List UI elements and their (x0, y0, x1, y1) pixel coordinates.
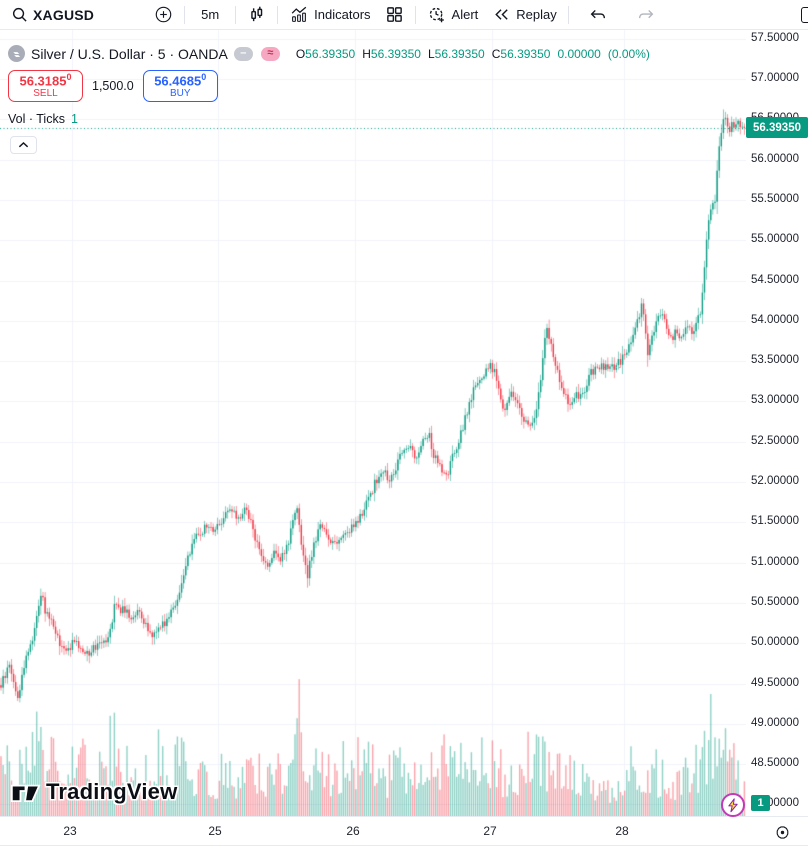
price-tick-label: 57.00000 (751, 72, 799, 84)
chart-style-button[interactable] (240, 2, 273, 28)
watermark-text: TradingView (46, 779, 178, 804)
tradingview-logo-icon (10, 784, 41, 803)
toolbar-divider (567, 5, 569, 24)
price-tick-label: 54.00000 (751, 313, 799, 326)
grid-icon (385, 5, 404, 24)
time-tick-label: 28 (615, 824, 629, 838)
toolbar-divider (184, 5, 186, 24)
buy-price: 56.4685 (154, 73, 202, 89)
chart-title[interactable]: Silver / U.S. Dollar · 5 · OANDA (31, 45, 228, 62)
alert-clock-icon (427, 5, 447, 25)
close-value: 56.39350 (500, 46, 551, 61)
toolbar-divider (414, 5, 416, 24)
buy-button[interactable]: 56.46850 BUY (142, 70, 218, 102)
undo-icon (588, 6, 608, 24)
sell-pip: 0 (66, 71, 72, 82)
price-tick-label: 48.50000 (751, 757, 799, 770)
plus-circle-icon (154, 5, 173, 24)
toolbar-divider (235, 5, 237, 24)
symbol-logo (8, 45, 25, 62)
price-tick-label: 57.50000 (751, 31, 799, 44)
open-prefix: O (295, 46, 306, 61)
volume-study-row: Vol · Ticks 1 (8, 112, 78, 126)
chart-legend: Silver / U.S. Dollar · 5 · OANDA – ≈ O56… (8, 45, 650, 62)
price-tick-label: 53.50000 (751, 354, 799, 367)
trade-widget: 56.31850 SELL 1,500.0 56.46850 BUY (8, 70, 218, 102)
sell-label: SELL (33, 87, 58, 99)
volume-study-label[interactable]: Vol · Ticks (8, 112, 65, 126)
minus-status-icon: – (233, 46, 253, 61)
redo-icon (636, 6, 656, 24)
interval-label: 5m (201, 7, 220, 22)
price-tick-label: 55.50000 (751, 192, 799, 205)
high-prefix: H (362, 46, 371, 61)
quantity-field[interactable]: 1,500.0 (92, 79, 134, 93)
time-tick-label: 26 (346, 824, 360, 838)
time-tick-label: 25 (208, 824, 222, 838)
high-value: 56.39350 (370, 46, 421, 61)
top-toolbar: XAGUSD 5m Indicators Alert R (0, 0, 808, 30)
price-tick-label: 52.00000 (751, 475, 799, 487)
undo-button[interactable] (581, 2, 615, 28)
change-pct-value: (0.00%) (607, 46, 650, 61)
alert-label: Alert (451, 7, 479, 22)
ohlc-values: O56.39350 H56.39350 L56.39350 C56.39350 … (296, 47, 650, 61)
time-tick-label: 27 (483, 824, 497, 838)
low-prefix: L (427, 46, 435, 61)
price-tick-label: 49.50000 (751, 676, 799, 689)
chart-canvas[interactable] (0, 30, 746, 816)
sell-price: 56.3185 (19, 73, 67, 89)
toolbar-divider (277, 5, 279, 24)
price-tick-label: 50.50000 (751, 595, 799, 608)
indicators-button[interactable]: Indicators (282, 2, 377, 28)
buy-label: BUY (169, 87, 191, 99)
replay-button[interactable]: Replay (485, 2, 563, 28)
price-tick-label: 53.00000 (751, 394, 799, 407)
price-tick-label: 50.00000 (751, 636, 799, 649)
market-status-icon: ≈ (260, 46, 280, 61)
open-value: 56.39350 (305, 46, 356, 61)
volume-study-value: 1 (70, 112, 78, 126)
buy-pip: 0 (201, 71, 207, 82)
alert-button[interactable]: Alert (420, 2, 486, 28)
price-tick-label: 56.00000 (751, 152, 799, 165)
replay-label: Replay (516, 7, 557, 22)
clipped-panel-icon (801, 7, 808, 23)
collapse-legend-button[interactable] (10, 136, 37, 154)
search-icon (11, 6, 28, 23)
replay-icon (492, 5, 511, 24)
redo-button[interactable] (629, 2, 663, 28)
symbol-search-button[interactable]: XAGUSD (4, 2, 101, 28)
price-tick-label: 55.00000 (751, 233, 799, 246)
price-tick-label: 51.50000 (751, 515, 799, 528)
price-axis[interactable]: 56.39350 1 57.5000057.0000056.5000056.00… (746, 30, 808, 816)
interval-button[interactable]: 5m (189, 2, 231, 28)
close-prefix: C (491, 46, 501, 61)
layout-grid-button[interactable] (378, 2, 411, 28)
indicators-label: Indicators (314, 7, 371, 22)
add-symbol-button[interactable] (147, 2, 180, 28)
price-tick-label: 49.00000 (751, 716, 799, 729)
sell-button[interactable]: 56.31850 SELL (8, 70, 83, 102)
time-axis[interactable]: 23 25 26 27 28 (0, 816, 808, 846)
candles-icon (247, 5, 266, 24)
symbol-name: XAGUSD (33, 6, 95, 23)
low-value: 56.39350 (434, 46, 485, 61)
indicators-icon (289, 5, 309, 25)
price-tick-label: 52.50000 (751, 434, 799, 447)
change-value: 0.00000 (557, 46, 601, 61)
time-tick-label: 23 (63, 824, 77, 838)
gear-icon (776, 825, 788, 839)
last-price-tag: 56.39350 (746, 117, 808, 139)
price-tick-label: 51.00000 (751, 555, 799, 568)
tradingview-watermark[interactable]: TradingView (10, 779, 177, 805)
price-tick-label: 54.50000 (751, 273, 799, 286)
instant-trading-button[interactable] (721, 793, 745, 817)
ticks-value-badge: 1 (751, 795, 770, 812)
lightning-icon (728, 797, 738, 812)
settings-gear-button[interactable] (772, 822, 792, 842)
